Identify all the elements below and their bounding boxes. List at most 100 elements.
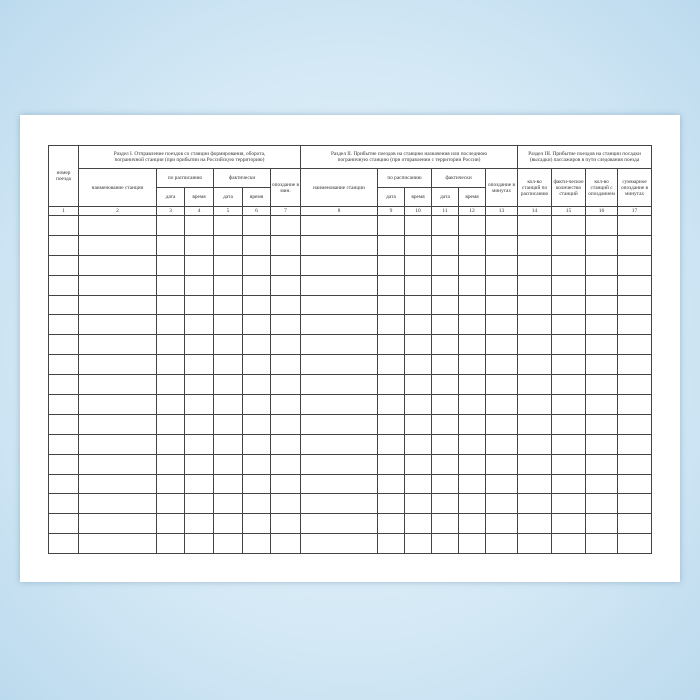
table-cell[interactable] <box>184 334 214 356</box>
table-cell[interactable] <box>48 334 79 356</box>
table-cell[interactable] <box>404 453 432 475</box>
table-cell[interactable] <box>431 294 459 316</box>
table-cell[interactable] <box>458 254 486 276</box>
table-cell[interactable] <box>551 513 587 535</box>
table-cell[interactable] <box>156 354 185 376</box>
table-cell[interactable] <box>48 374 79 396</box>
table-cell[interactable] <box>431 453 459 475</box>
table-cell[interactable] <box>300 453 378 475</box>
table-cell[interactable] <box>431 493 459 515</box>
table-cell[interactable] <box>484 433 519 455</box>
table-cell[interactable] <box>48 294 79 316</box>
table-cell[interactable] <box>404 354 432 376</box>
table-cell[interactable] <box>78 274 157 296</box>
table-cell[interactable] <box>431 254 459 276</box>
table-cell[interactable] <box>242 294 271 316</box>
table-cell[interactable] <box>242 314 271 336</box>
table-cell[interactable] <box>431 413 459 435</box>
table-cell[interactable] <box>213 433 243 455</box>
table-cell[interactable] <box>78 215 157 236</box>
table-cell[interactable] <box>48 513 79 535</box>
table-cell[interactable] <box>585 533 619 555</box>
table-cell[interactable] <box>300 215 378 236</box>
table-cell[interactable] <box>617 314 653 336</box>
table-cell[interactable] <box>78 314 157 336</box>
table-cell[interactable] <box>184 294 214 316</box>
table-cell[interactable] <box>156 513 185 535</box>
table-cell[interactable] <box>184 453 214 475</box>
table-cell[interactable] <box>184 413 214 435</box>
table-cell[interactable] <box>585 274 619 296</box>
table-cell[interactable] <box>184 314 214 336</box>
table-cell[interactable] <box>78 294 157 316</box>
table-cell[interactable] <box>242 215 271 236</box>
table-cell[interactable] <box>551 413 587 435</box>
table-cell[interactable] <box>300 334 378 356</box>
table-cell[interactable] <box>585 453 619 475</box>
table-cell[interactable] <box>270 513 301 535</box>
table-cell[interactable] <box>156 234 185 256</box>
table-cell[interactable] <box>377 334 405 356</box>
table-cell[interactable] <box>431 433 459 455</box>
table-cell[interactable] <box>300 394 378 415</box>
table-cell[interactable] <box>431 513 459 535</box>
table-cell[interactable] <box>48 453 79 475</box>
table-cell[interactable] <box>484 533 519 555</box>
table-cell[interactable] <box>48 433 79 455</box>
table-cell[interactable] <box>48 394 79 415</box>
table-cell[interactable] <box>184 354 214 376</box>
table-cell[interactable] <box>213 215 243 236</box>
table-cell[interactable] <box>377 394 405 415</box>
table-cell[interactable] <box>551 374 587 396</box>
table-cell[interactable] <box>156 274 185 296</box>
table-cell[interactable] <box>458 354 486 376</box>
table-cell[interactable] <box>377 234 405 256</box>
table-cell[interactable] <box>484 413 519 435</box>
table-cell[interactable] <box>585 254 619 276</box>
table-cell[interactable] <box>551 473 587 495</box>
table-cell[interactable] <box>213 274 243 296</box>
table-cell[interactable] <box>617 394 653 415</box>
table-cell[interactable] <box>300 374 378 396</box>
table-cell[interactable] <box>270 354 301 376</box>
table-cell[interactable] <box>617 254 653 276</box>
table-cell[interactable] <box>431 215 459 236</box>
table-cell[interactable] <box>156 334 185 356</box>
table-cell[interactable] <box>517 254 553 276</box>
table-cell[interactable] <box>431 314 459 336</box>
table-cell[interactable] <box>458 294 486 316</box>
table-cell[interactable] <box>377 493 405 515</box>
table-cell[interactable] <box>517 394 553 415</box>
table-cell[interactable] <box>377 274 405 296</box>
table-cell[interactable] <box>551 493 587 515</box>
table-cell[interactable] <box>458 314 486 336</box>
table-cell[interactable] <box>300 314 378 336</box>
table-cell[interactable] <box>617 413 653 435</box>
table-cell[interactable] <box>270 234 301 256</box>
table-cell[interactable] <box>484 254 519 276</box>
table-cell[interactable] <box>458 533 486 555</box>
table-cell[interactable] <box>617 274 653 296</box>
table-cell[interactable] <box>184 433 214 455</box>
table-cell[interactable] <box>213 354 243 376</box>
table-cell[interactable] <box>48 354 79 376</box>
table-cell[interactable] <box>517 433 553 455</box>
table-cell[interactable] <box>551 394 587 415</box>
table-cell[interactable] <box>156 493 185 515</box>
table-cell[interactable] <box>404 215 432 236</box>
table-cell[interactable] <box>404 274 432 296</box>
table-cell[interactable] <box>377 374 405 396</box>
table-cell[interactable] <box>431 533 459 555</box>
table-cell[interactable] <box>213 413 243 435</box>
table-cell[interactable] <box>617 215 653 236</box>
table-cell[interactable] <box>242 354 271 376</box>
table-cell[interactable] <box>484 334 519 356</box>
table-cell[interactable] <box>484 234 519 256</box>
table-cell[interactable] <box>78 394 157 415</box>
table-cell[interactable] <box>404 234 432 256</box>
table-cell[interactable] <box>484 354 519 376</box>
table-cell[interactable] <box>48 215 79 236</box>
table-cell[interactable] <box>242 533 271 555</box>
table-cell[interactable] <box>377 413 405 435</box>
table-cell[interactable] <box>242 374 271 396</box>
